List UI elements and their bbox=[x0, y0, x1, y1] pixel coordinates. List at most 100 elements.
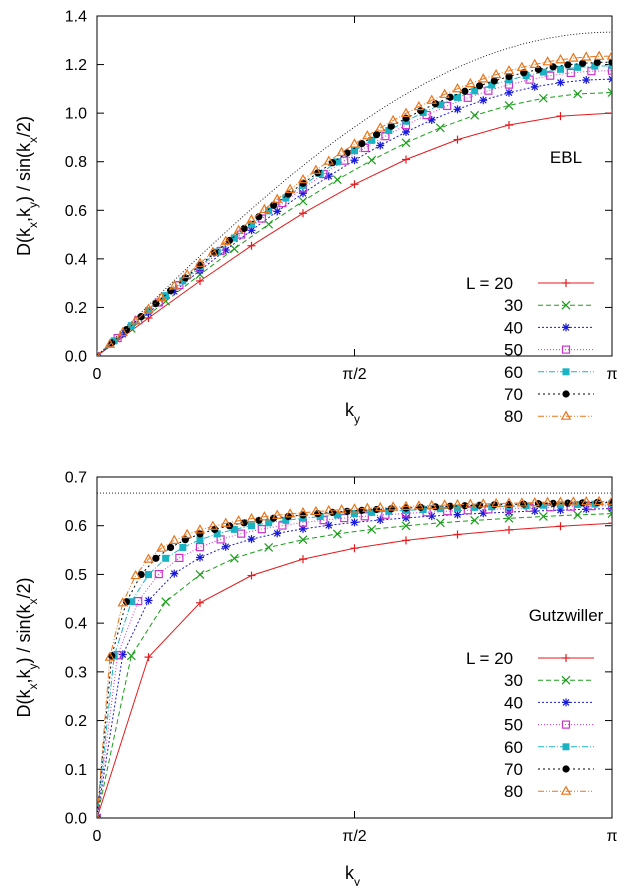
data-point-80 bbox=[593, 495, 605, 506]
legend-marker-30 bbox=[561, 675, 571, 685]
data-point-60 bbox=[196, 536, 204, 544]
data-point-80 bbox=[568, 496, 579, 506]
y-tick-label: 1.2 bbox=[65, 57, 87, 74]
data-point-40 bbox=[453, 105, 462, 114]
data-point-80 bbox=[439, 499, 450, 509]
data-point-70 bbox=[152, 554, 160, 562]
data-point-80 bbox=[478, 498, 489, 508]
data-point-60 bbox=[591, 62, 599, 70]
data-point-20 bbox=[247, 571, 256, 580]
data-point-80 bbox=[478, 73, 489, 83]
data-point-50 bbox=[607, 66, 612, 75]
data-point-80 bbox=[130, 315, 141, 325]
legend-label-30: 30 bbox=[504, 671, 523, 690]
data-point-80 bbox=[581, 51, 592, 61]
data-point-40 bbox=[582, 505, 591, 514]
data-point-80 bbox=[272, 509, 283, 519]
y-tick-label: 0.6 bbox=[65, 203, 87, 220]
legend-label-60: 60 bbox=[504, 363, 523, 382]
data-point-80 bbox=[387, 114, 399, 125]
data-point-20 bbox=[196, 276, 204, 285]
data-point-60 bbox=[574, 63, 582, 71]
data-point-60 bbox=[351, 510, 359, 518]
data-point-60 bbox=[351, 147, 359, 155]
series-line-60 bbox=[97, 65, 612, 356]
data-point-60 bbox=[179, 277, 187, 285]
data-point-80 bbox=[220, 517, 231, 527]
data-point-60 bbox=[471, 87, 479, 95]
y-tick-label: 0.1 bbox=[65, 762, 87, 779]
data-point-60 bbox=[248, 220, 256, 228]
data-point-80 bbox=[465, 77, 476, 88]
data-point-70 bbox=[240, 519, 248, 527]
data-point-60 bbox=[230, 234, 238, 242]
y-tick-label: 0.6 bbox=[65, 518, 87, 535]
data-point-20 bbox=[196, 598, 204, 607]
data-point-40 bbox=[273, 529, 282, 538]
data-point-30 bbox=[470, 515, 480, 525]
data-point-70 bbox=[475, 82, 484, 90]
data-point-80 bbox=[413, 500, 425, 510]
data-point-80 bbox=[323, 155, 334, 165]
data-point-70 bbox=[225, 236, 234, 245]
data-point-60 bbox=[282, 194, 290, 202]
data-point-60 bbox=[522, 72, 530, 80]
y-tick-label: 1.0 bbox=[65, 106, 87, 123]
data-point-80 bbox=[555, 496, 566, 506]
data-point-40 bbox=[453, 510, 462, 519]
data-point-70 bbox=[578, 59, 587, 67]
data-point-70 bbox=[137, 570, 145, 579]
plot-area bbox=[97, 492, 612, 818]
data-point-40 bbox=[530, 507, 539, 516]
data-point-30 bbox=[435, 518, 445, 528]
data-point-30 bbox=[195, 570, 205, 580]
series-40 bbox=[97, 75, 612, 356]
y-tick-label: 0.7 bbox=[65, 470, 87, 487]
data-point-40 bbox=[350, 518, 359, 527]
chart-panel-1: 0.0 0.2 0.4 0.6 0.8 1.0 1.2 1.4 0 π/2 π ky D(kx,ky) … bbox=[14, 9, 618, 427]
data-point-30 bbox=[573, 89, 583, 99]
y-tick-label: 0.4 bbox=[65, 616, 87, 633]
data-point-80 bbox=[465, 498, 476, 508]
data-point-80 bbox=[568, 52, 579, 62]
series-line-30 bbox=[97, 92, 612, 356]
data-point-60 bbox=[265, 207, 273, 215]
series-line-50 bbox=[97, 505, 612, 818]
data-point-60 bbox=[608, 62, 612, 70]
data-point-20 bbox=[402, 155, 410, 164]
data-point-40 bbox=[144, 596, 153, 605]
series-50 bbox=[97, 66, 612, 356]
data-point-40 bbox=[402, 128, 410, 137]
series-80 bbox=[97, 495, 612, 818]
legend-label-70: 70 bbox=[504, 385, 523, 404]
data-point-20 bbox=[608, 519, 612, 528]
data-point-40 bbox=[299, 189, 307, 198]
data-point-50 bbox=[463, 93, 472, 102]
data-point-80 bbox=[400, 107, 412, 117]
data-point-70 bbox=[461, 87, 469, 95]
y-tick-label: 0.0 bbox=[65, 349, 87, 366]
data-point-80 bbox=[387, 501, 399, 511]
data-point-80 bbox=[362, 130, 373, 140]
data-point-80 bbox=[194, 524, 206, 534]
data-point-30 bbox=[538, 512, 548, 521]
data-point-80 bbox=[259, 203, 270, 214]
data-point-30 bbox=[435, 123, 445, 133]
data-point-60 bbox=[368, 136, 376, 144]
data-point-60 bbox=[333, 158, 341, 166]
data-point-40 bbox=[196, 553, 204, 562]
series-70 bbox=[97, 58, 612, 356]
legend: L = 20 30 40 50 60 70 80 bbox=[466, 274, 594, 426]
data-point-70 bbox=[137, 312, 145, 321]
data-point-80 bbox=[516, 497, 528, 507]
x-axis-label: ky bbox=[345, 863, 360, 886]
data-point-80 bbox=[555, 54, 566, 64]
data-point-80 bbox=[490, 497, 502, 508]
y-axis-label: D(kx,ky) / sin(kx/2) bbox=[14, 116, 40, 256]
data-point-60 bbox=[127, 598, 135, 606]
legend-marker-80 bbox=[560, 785, 572, 795]
legend-marker-20 bbox=[562, 654, 570, 662]
data-point-20 bbox=[608, 109, 612, 118]
data-point-70 bbox=[520, 69, 528, 77]
